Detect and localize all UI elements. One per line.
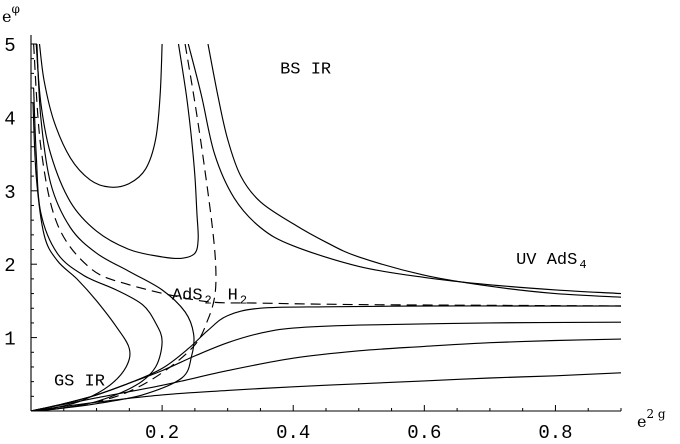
annotation-gs-ir: GS IR (54, 372, 105, 391)
x-tick-label: 0.2 (145, 422, 179, 444)
flow-curve-10 (31, 305, 621, 411)
tick-group: 0.2 0.4 0.6 0.8 1 2 3 4 5 (4, 35, 622, 444)
y-tick-label: 1 (4, 329, 15, 351)
flow-curve-6 (187, 44, 622, 295)
x-axis-label-exponent: 2 g (646, 407, 665, 421)
y-axis-label-base: e (2, 7, 11, 26)
flow-curve-5 (31, 102, 131, 411)
y-axis-label-exponent: φ (11, 2, 19, 16)
y-tick-label: 2 (4, 255, 15, 277)
flow-curve-12 (31, 338, 622, 411)
y-tick-label: 5 (4, 35, 15, 57)
x-tick-label: 0.8 (538, 422, 572, 444)
flow-curve-4 (31, 87, 163, 411)
flow-curve-11 (31, 321, 622, 411)
flow-curve-3 (31, 44, 195, 411)
x-tick-label: 0.6 (407, 422, 441, 444)
annotation-group: BS IR UV AdS 4 AdS 2 H 2 GS IR (54, 60, 587, 391)
flow-curve-2 (35, 44, 199, 260)
annotation-uv-ads4: UV AdS 4 (516, 251, 586, 272)
x-axis-label: e2 g (637, 407, 666, 431)
y-axis-label: eφ (2, 2, 20, 26)
x-axis-label-base: e (637, 412, 646, 431)
dashed-separatrix-9 (31, 44, 217, 411)
curve-group (31, 44, 622, 411)
annotation-ads2: AdS 2 (172, 286, 212, 307)
flow-curve-7 (207, 44, 622, 298)
flow-curve-13 (31, 372, 622, 411)
y-tick-label: 4 (4, 108, 15, 130)
y-tick-label: 3 (4, 182, 15, 204)
annotation-bs-ir: BS IR (280, 60, 331, 79)
flow-curve-1 (38, 44, 163, 188)
dashed-separatrix-8 (33, 44, 622, 307)
x-tick-label: 0.4 (276, 422, 310, 444)
